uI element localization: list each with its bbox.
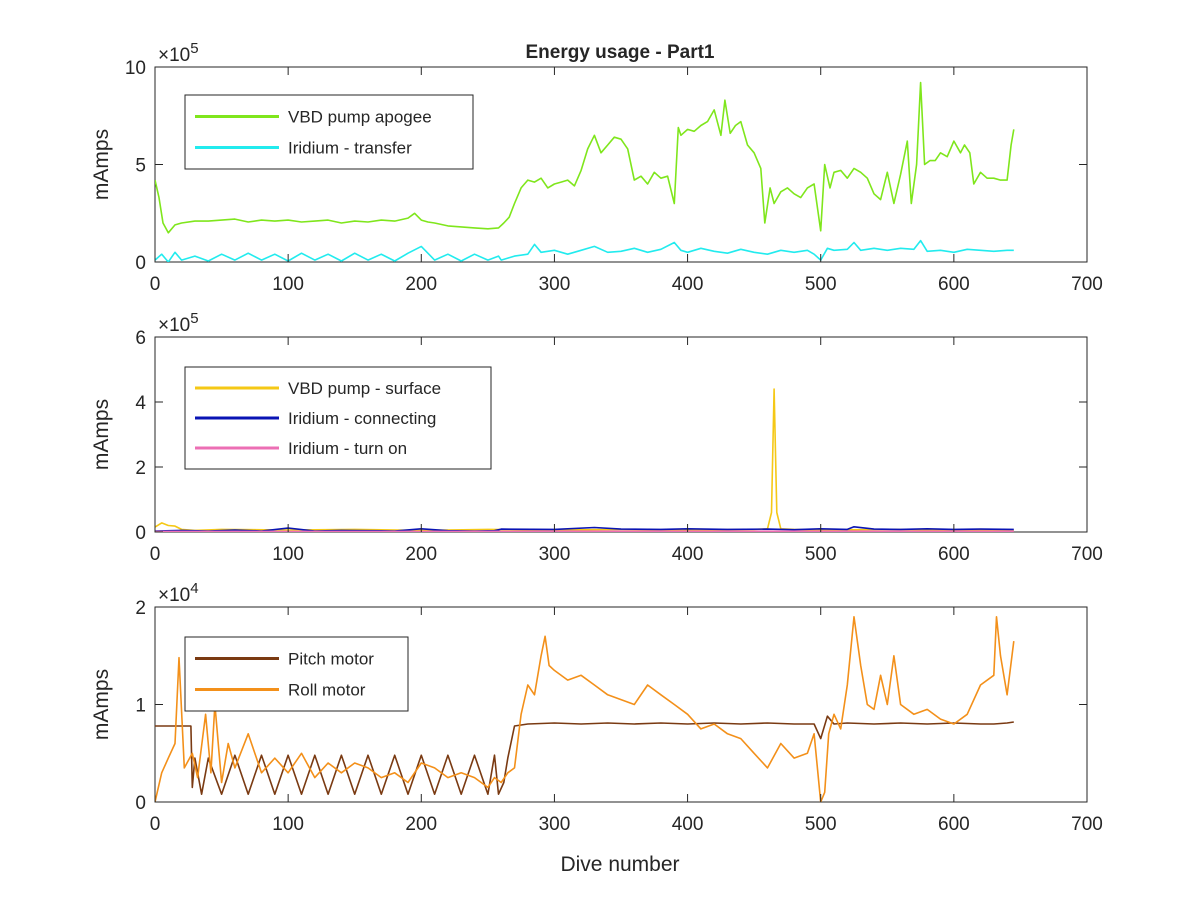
- x-tick-label: 0: [150, 814, 161, 835]
- x-tick-label: 0: [150, 274, 161, 295]
- x-tick-label: 300: [539, 814, 571, 835]
- legend-box: [185, 95, 473, 169]
- x-tick-label: 400: [672, 544, 704, 565]
- y-tick-label: 6: [135, 328, 146, 349]
- x-tick-label: 500: [805, 814, 837, 835]
- subplot-1: 0 100 200 300 400 500 600 700 0 5 10 ×105 mAmps VBD p…: [90, 40, 1103, 295]
- legend-label: VBD pump - surface: [288, 379, 441, 398]
- y-exponent-power: 5: [190, 310, 198, 327]
- y-tick-label: 0: [135, 523, 146, 544]
- x-tick-label: 600: [938, 274, 970, 295]
- x-tick-label: 700: [1071, 814, 1103, 835]
- y-tick-label: 4: [135, 393, 146, 414]
- x-tick-label: 200: [405, 544, 437, 565]
- x-tick-label: 600: [938, 544, 970, 565]
- subplot-2: 0 100 200 300 400 500 600 700 0 2 4 6 ×105 mAmps VBD p…: [90, 310, 1103, 565]
- y-axis-label: mAmps: [90, 399, 113, 470]
- subplot-3: 0 100 200 300 400 500 600 700 0 1 2 ×104 mAmps Pitch …: [90, 580, 1103, 835]
- chart-title: Energy usage - Part1: [525, 42, 714, 63]
- legend: Pitch motor Roll motor: [185, 637, 408, 711]
- x-tick-label: 700: [1071, 274, 1103, 295]
- y-exponent-power: 5: [190, 40, 198, 57]
- x-tick-label: 300: [539, 274, 571, 295]
- x-tick-label: 300: [539, 544, 571, 565]
- y-exponent-label: ×104: [158, 580, 199, 606]
- y-tick-label: 2: [135, 598, 146, 619]
- y-tick-label: 2: [135, 458, 146, 479]
- x-tick-label: 0: [150, 544, 161, 565]
- x-tick-label: 100: [272, 274, 304, 295]
- y-exponent-label: ×105: [158, 40, 199, 66]
- y-exponent-power: 4: [190, 580, 198, 597]
- x-tick-label: 100: [272, 814, 304, 835]
- x-tick-label: 500: [805, 274, 837, 295]
- legend: VBD pump - surface Iridium - connecting Ir…: [185, 367, 491, 469]
- x-tick-label: 200: [405, 274, 437, 295]
- x-tick-label: 700: [1071, 544, 1103, 565]
- legend-label: VBD pump apogee: [288, 108, 432, 127]
- legend-label: Iridium - connecting: [288, 409, 436, 428]
- x-tick-label: 600: [938, 814, 970, 835]
- legend-box: [185, 637, 408, 711]
- x-axis-label: Dive number: [560, 853, 679, 876]
- x-tick-label: 400: [672, 274, 704, 295]
- y-tick-label: 0: [135, 253, 146, 274]
- y-tick-label: 5: [135, 156, 146, 177]
- y-tick-label: 0: [135, 793, 146, 814]
- legend-label: Iridium - transfer: [288, 139, 412, 158]
- legend-label: Roll motor: [288, 681, 366, 700]
- x-tick-label: 400: [672, 814, 704, 835]
- y-tick-label: 10: [125, 58, 146, 79]
- y-tick-label: 1: [135, 696, 146, 717]
- legend: VBD pump apogee Iridium - transfer: [185, 95, 473, 169]
- x-tick-label: 500: [805, 544, 837, 565]
- x-tick-label: 100: [272, 544, 304, 565]
- x-tick-label: 200: [405, 814, 437, 835]
- y-axis-label: mAmps: [90, 129, 113, 200]
- y-axis-label: mAmps: [90, 669, 113, 740]
- y-exponent-label: ×105: [158, 310, 199, 336]
- legend-label: Pitch motor: [288, 650, 374, 669]
- legend-label: Iridium - turn on: [288, 439, 407, 458]
